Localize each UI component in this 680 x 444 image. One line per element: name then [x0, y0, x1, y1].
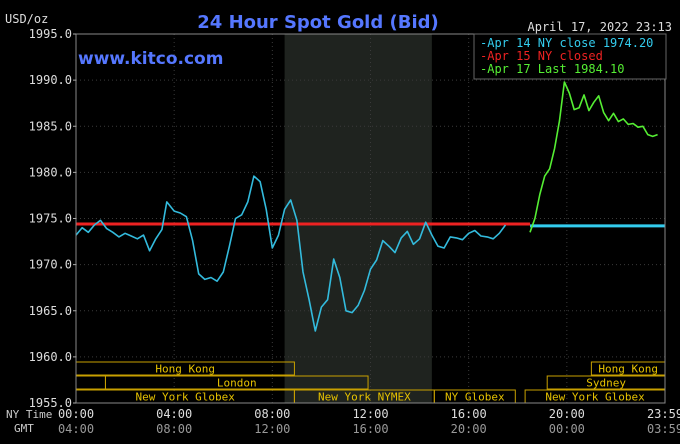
chart-title: 24 Hour Spot Gold (Bid) — [197, 12, 438, 33]
y-tick-label: 1980.0 — [29, 165, 72, 179]
x-tick-label-gmt: 08:00 — [156, 422, 192, 436]
legend: -Apr 14 NY close 1974.20-Apr 15 NY close… — [480, 36, 653, 76]
y-axis-label: USD/oz — [5, 12, 48, 26]
market-session-label: Hong Kong — [155, 363, 215, 376]
ny-time-label: NY Time — [6, 408, 52, 421]
market-session-label: New York Globex — [136, 391, 236, 404]
chart-timestamp: April 17, 2022 23:13 — [528, 20, 673, 34]
market-session-label: New York Globex — [545, 391, 645, 404]
x-tick-label-gmt: 12:00 — [254, 422, 290, 436]
reference-lines — [76, 222, 665, 228]
series-line — [529, 81, 658, 233]
x-tick-label-ny: 08:00 — [254, 407, 290, 421]
market-session-label: London — [217, 377, 257, 390]
x-axis-ticks: 00:0004:0004:0008:0008:0012:0012:0016:00… — [58, 407, 680, 436]
gmt-label: GMT — [14, 422, 34, 435]
x-tick-label-ny: 12:00 — [352, 407, 388, 421]
y-tick-label: 1965.0 — [29, 304, 72, 318]
market-session-label: New York NYMEX — [318, 391, 411, 404]
x-tick-label-gmt: 20:00 — [451, 422, 487, 436]
market-session-box — [104, 375, 369, 390]
x-tick-label-ny: 16:00 — [451, 407, 487, 421]
y-tick-label: 1955.0 — [29, 396, 72, 410]
nymex-session-band — [284, 34, 432, 403]
y-tick-label: 1995.0 — [29, 27, 72, 41]
market-session-label: Sydney — [586, 377, 626, 390]
x-tick-label-gmt: 16:00 — [352, 422, 388, 436]
watermark: www.kitco.com — [78, 49, 223, 69]
market-session-label: Hong Kong — [598, 363, 658, 376]
y-tick-label: 1970.0 — [29, 258, 72, 272]
legend-box — [473, 33, 667, 80]
legend-entry: -Apr 17 Last 1984.10 — [480, 62, 625, 76]
legend-entry: -Apr 14 NY close 1974.20 — [480, 36, 653, 50]
x-tick-label-ny: 00:00 — [58, 407, 94, 421]
y-tick-label: 1975.0 — [29, 212, 72, 226]
x-tick-label-gmt: 04:00 — [58, 422, 94, 436]
y-tick-label: 1985.0 — [29, 119, 72, 133]
x-tick-label-gmt: 00:00 — [549, 422, 585, 436]
x-tick-label-gmt: 03:59 — [647, 422, 680, 436]
series-line — [75, 175, 507, 332]
y-axis-ticks: 1995.0 1990.0 1985.0 1980.0 1975.0 1970.0 1965… — [29, 27, 76, 410]
legend-entry: -Apr 15 NY closed — [480, 49, 603, 63]
price-series — [75, 81, 658, 332]
y-tick-label: 1960.0 — [29, 350, 72, 364]
market-session-label: NY Globex — [445, 391, 505, 404]
y-tick-label: 1990.0 — [29, 73, 72, 87]
x-tick-label-ny: 23:59 — [647, 407, 680, 421]
x-tick-label-ny: 20:00 — [549, 407, 585, 421]
x-tick-label-ny: 04:00 — [156, 407, 192, 421]
